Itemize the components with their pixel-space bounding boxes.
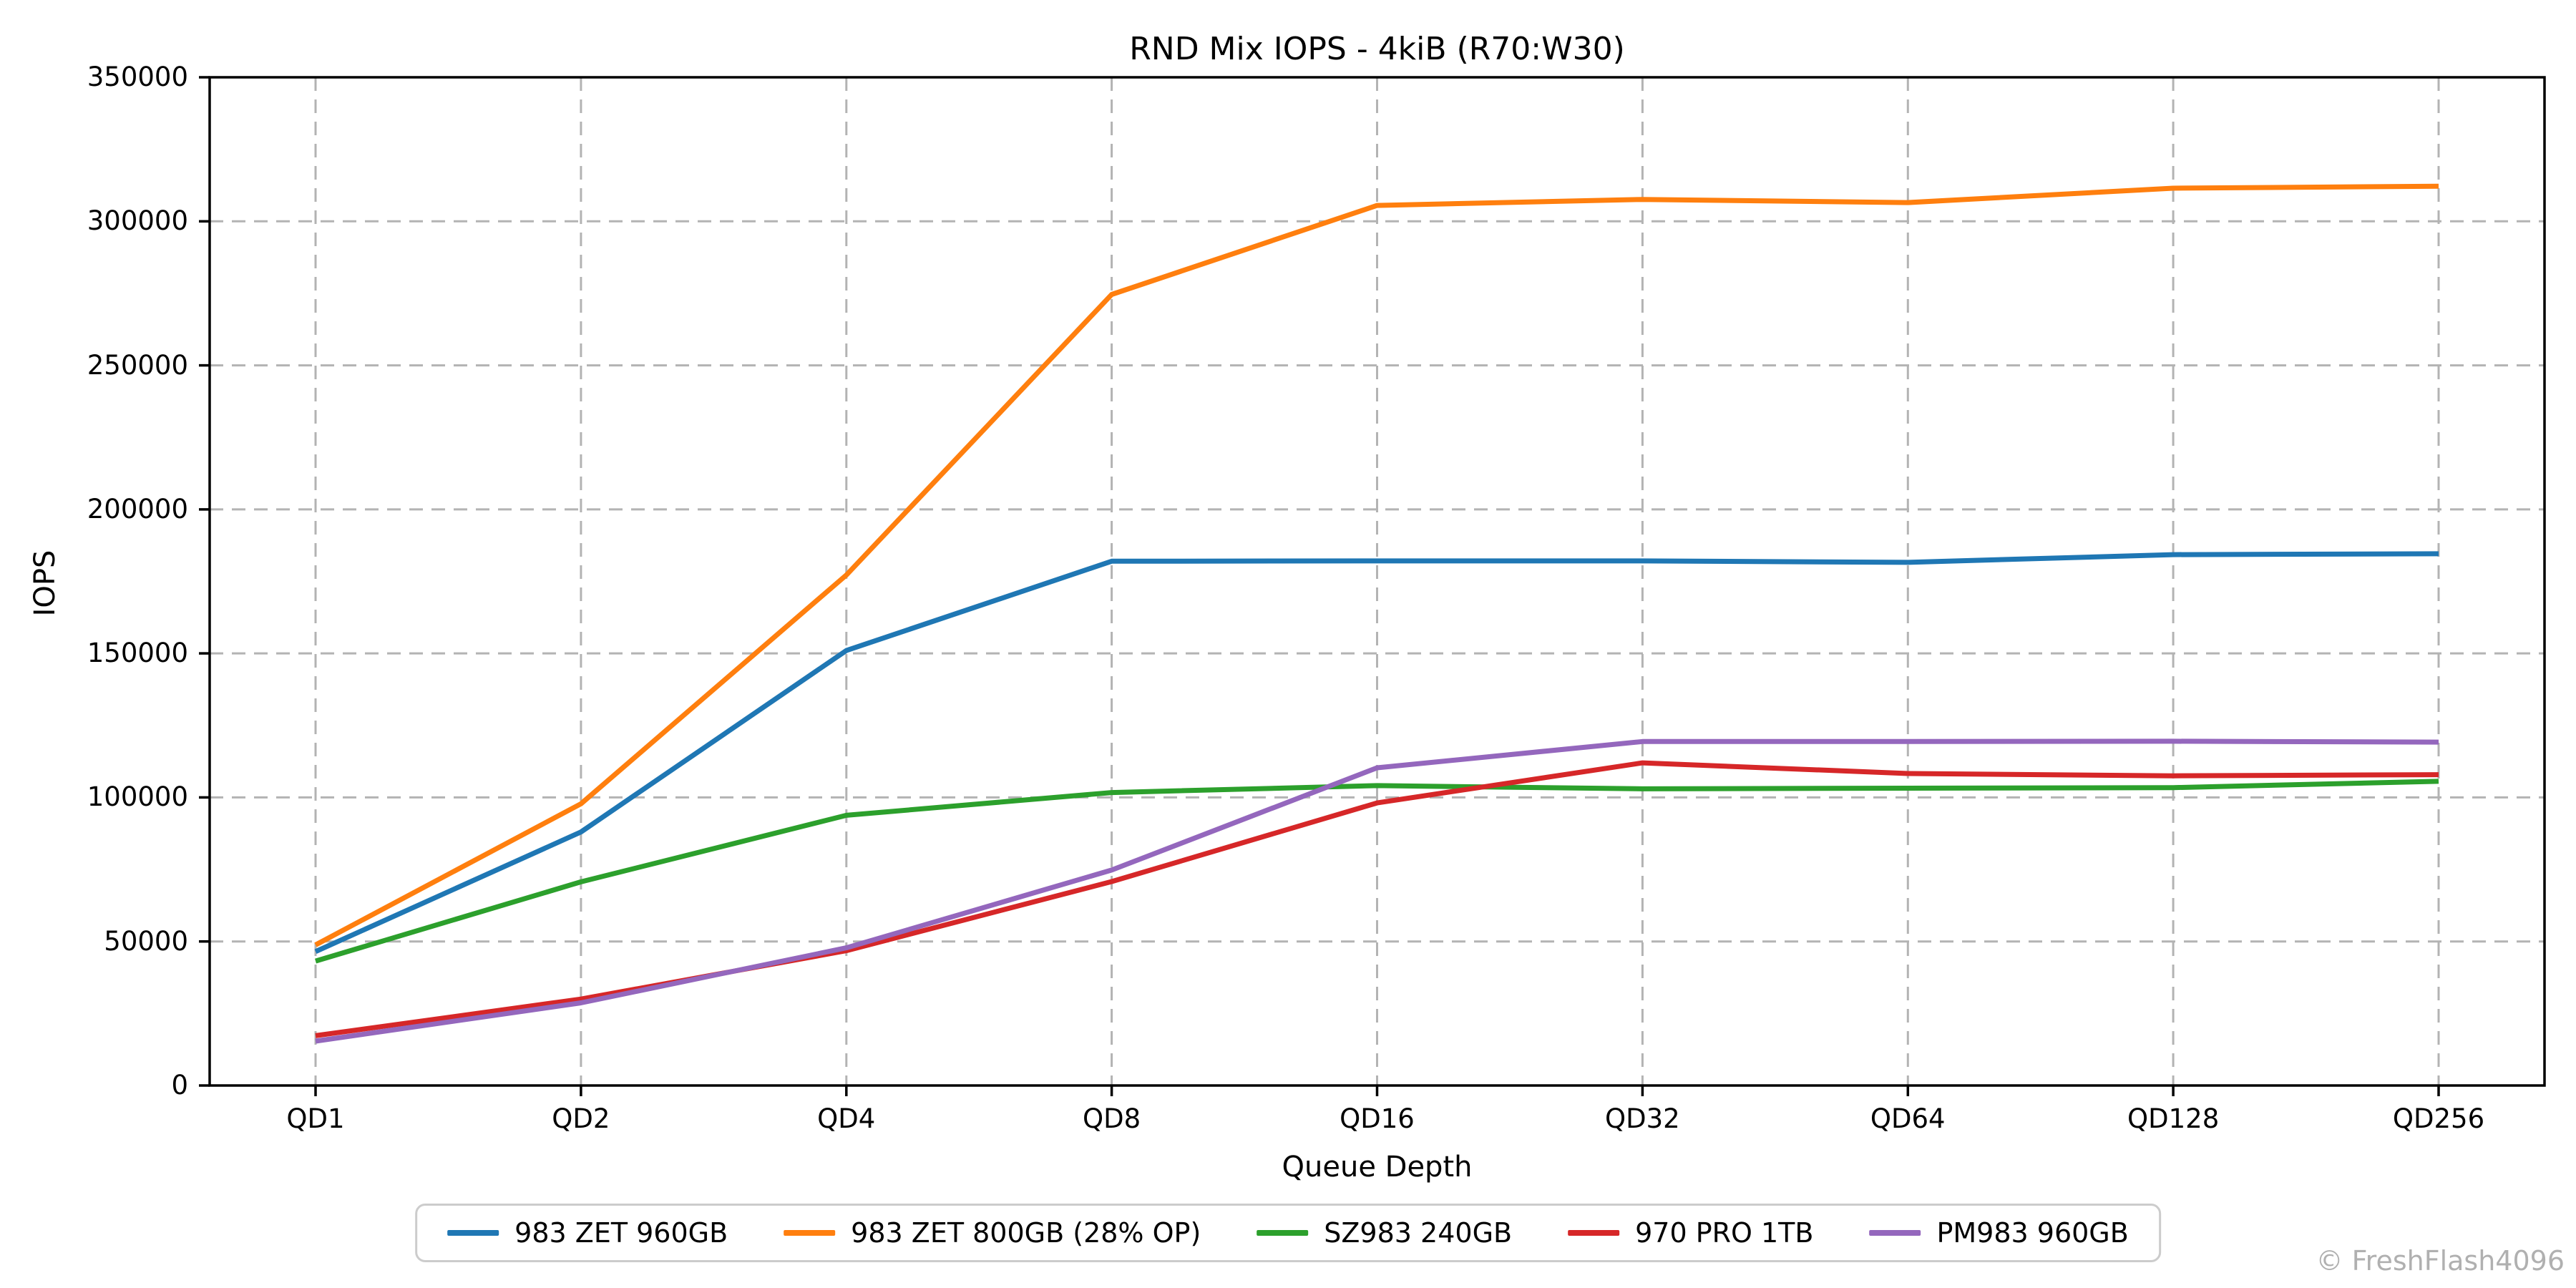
axes-spines [208,76,2546,1087]
legend-item: SZ983 240GB [1257,1217,1512,1249]
legend-line-swatch [1568,1230,1620,1236]
x-tick-label: QD32 [1605,1103,1680,1134]
legend-item: 983 ZET 800GB (28% OP) [784,1217,1201,1249]
x-tick-label: QD8 [1083,1103,1141,1134]
x-tick-label: QD16 [1340,1103,1415,1134]
y-tick-label: 100000 [87,781,188,813]
x-tick-label: QD64 [1870,1103,1946,1134]
y-tick-label: 50000 [104,925,188,957]
series-line-4 [315,738,2439,1044]
x-tick-label: QD1 [286,1103,345,1134]
y-tick-label: 250000 [87,349,188,381]
y-tick-label: 300000 [87,205,188,237]
series-line-1 [314,183,2439,947]
x-tick-label: QD128 [2127,1103,2220,1134]
x-tick-label: QD2 [552,1103,610,1134]
legend-line-swatch [447,1230,499,1236]
y-tick-label: 350000 [87,62,188,92]
legend-label: PM983 960GB [1936,1217,2129,1249]
watermark: © FreshFlash4096 [2316,1245,2565,1277]
legend-label: 983 ZET 800GB (28% OP) [851,1217,1201,1249]
chart-title: RND Mix IOPS - 4kiB (R70:W30) [1129,31,1625,67]
y-tick-label: 200000 [87,493,188,525]
legend-line-swatch [1869,1230,1921,1236]
legend-item: 983 ZET 960GB [447,1217,728,1249]
legend-item: PM983 960GB [1869,1217,2129,1249]
legend-label: 983 ZET 960GB [514,1217,728,1249]
series-line-0 [314,551,2439,954]
y-tick-label: 0 [171,1070,188,1101]
legend-label: SZ983 240GB [1324,1217,1513,1249]
legend-line-swatch [1257,1230,1309,1236]
x-tick-label: QD256 [2392,1103,2485,1134]
x-tick-label: QD4 [817,1103,876,1134]
legend-line-swatch [784,1230,836,1236]
series-line-2 [314,779,2439,964]
legend: 983 ZET 960GB 983 ZET 800GB (28% OP) SZ9… [415,1204,2161,1262]
x-axis-label: Queue Depth [1282,1151,1473,1184]
legend-label: 970 PRO 1TB [1635,1217,1814,1249]
legend-item: 970 PRO 1TB [1568,1217,1813,1249]
y-tick-label: 150000 [87,638,188,669]
